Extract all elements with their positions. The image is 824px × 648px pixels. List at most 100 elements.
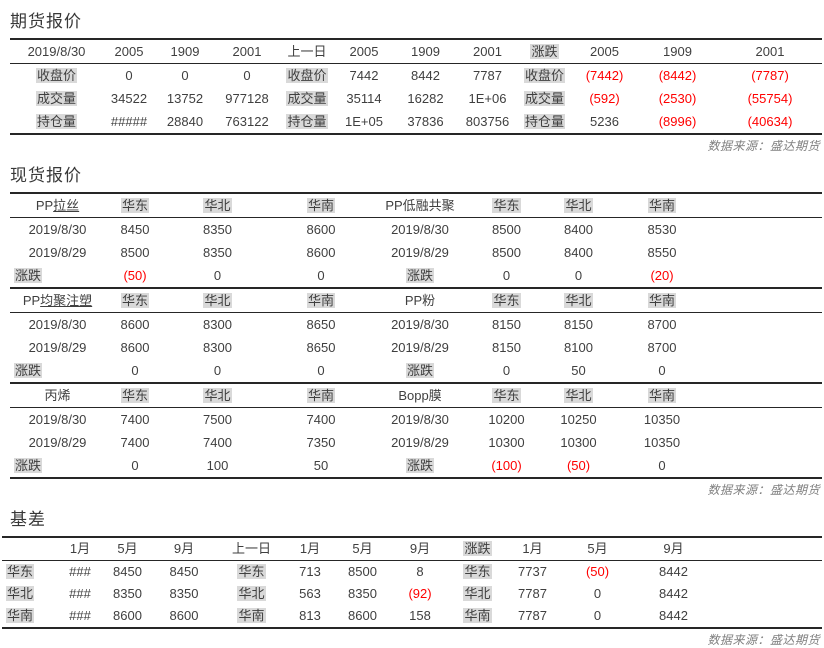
data-cell: 37836 [407,114,444,129]
header-cell: PP低融共聚 [372,193,468,218]
row-label-cell: 华南 [2,605,55,628]
data-cell: 803756 [465,114,510,129]
data-cell: 8442 [411,68,440,83]
data-cell: 8150 [564,317,593,332]
header-cell: 华北 [545,193,612,218]
highlighted-label: 华东 [6,564,35,579]
table-row: 2019/8/30 7400 7500 7400 2019/8/30 10200 10250… [10,408,822,432]
data-cell: 8500 [120,245,150,260]
highlighted-label: 涨跌 [530,44,559,59]
spot-group-header-row: 丙烯 华东 华北 华南 Bopp膜 华东 华北 华南 [10,382,822,408]
spot-group-header-row: PP拉丝 华东 华北 华南 PP低融共聚 华东 华北 华南 [10,193,822,218]
row-label-cell: 涨跌 [372,264,468,288]
filler-cell [712,583,822,605]
table-row: 涨跌 (50) 0 0 涨跌 0 0 (20) [10,264,822,288]
data-cell: (8442) [658,68,697,83]
data-cell: 8550 [647,245,677,260]
header-cell: Bopp膜 [372,382,468,408]
data-cell: 0 [658,458,666,473]
data-cell: (50) [566,458,591,473]
data-cell: 7787 [518,608,547,623]
data-cell: 2019/8/30 [391,317,449,332]
data-cell: 8400 [564,245,593,260]
highlighted-label: 收盘价 [286,68,328,83]
data-cell: 8350 [348,586,377,601]
highlighted-label: 成交量 [286,91,328,106]
highlighted-label: 华南 [306,293,335,308]
table-row: 2019/8/29 8500 8350 8600 2019/8/29 8500 8400 85… [10,241,822,264]
highlighted-label: 华北 [564,388,593,403]
highlighted-label: 华南 [237,608,266,623]
row-label-cell: 收盘价 [517,64,572,88]
row-label-cell: 涨跌 [372,454,468,478]
data-cell: 10250 [560,412,597,427]
row-label-cell: 华北 [450,583,505,605]
data-cell: 8442 [659,586,688,601]
filler-cell [712,359,822,383]
table-row: 2019/8/30 8450 8350 8600 2019/8/30 8500 8400 85… [10,218,822,242]
highlighted-label: 持仓量 [35,114,77,129]
data-cell: 813 [299,608,321,623]
header-cell: 华南 [612,193,712,218]
row-label-cell: 华北 [218,583,285,605]
data-cell: 50 [313,458,329,473]
data-cell: 1E+05 [345,114,383,129]
filler-cell [712,287,822,313]
highlighted-label: 华南 [306,388,335,403]
data-cell: 8600 [306,222,336,237]
data-cell: 0 [317,268,325,283]
data-cell: 7500 [203,412,232,427]
filler-cell [712,454,822,478]
header-cell [2,537,55,561]
highlighted-label: 涨跌 [405,268,434,283]
header-cell: 华东 [468,193,545,218]
filler-cell [712,561,822,584]
header-cell: 华北 [165,193,270,218]
highlighted-label: 收盘价 [35,68,77,83]
data-cell: 2019/8/29 [28,340,87,355]
spot-section: 现货报价 PP拉丝 华东 华北 华南 PP低融共聚 华东 华北 华南 2019/8/30 8450… [0,161,824,498]
data-cell: 8442 [659,564,688,579]
data-cell: 2019/8/29 [391,435,449,450]
data-cell: (50) [585,564,610,579]
data-cell: 0 [131,363,139,378]
header-cell: 5月 [560,537,635,561]
filler-cell [712,241,822,264]
row-label-cell: 收盘价 [10,64,103,88]
futures-section-title: 期货报价 [10,12,82,31]
data-cell: 2019/8/30 [391,222,449,237]
table-row: 涨跌 0 100 50 涨跌 (100) (50) 0 [10,454,822,478]
row-label-cell: 华东 [2,561,55,584]
row-label-cell: 成交量 [517,87,572,110]
data-cell: 8100 [564,340,593,355]
data-cell: 977128 [225,91,269,106]
row-label-cell: 涨跌 [10,359,105,383]
header-cell: 9月 [390,537,450,561]
row-label-cell: 成交量 [279,87,335,110]
header-cell: 1月 [55,537,105,561]
header-cell: 5月 [335,537,390,561]
basis-table: 1月 5月 9月 上一日 1月 5月 9月 涨跌 1月 5月 9月 华东 ### 8450 8450 华东 71… [2,536,822,629]
data-cell: (592) [589,91,620,106]
data-source-note: 数据来源：盛达期货 [707,483,820,497]
table-row: 涨跌 0 0 0 涨跌 0 50 0 [10,359,822,383]
spot-table: PP拉丝 华东 华北 华南 PP低融共聚 华东 华北 华南 2019/8/30 8450 8350 8… [10,192,822,479]
data-cell: 8400 [564,222,593,237]
highlighted-label: 华东 [492,293,521,308]
data-cell: 763122 [225,114,269,129]
header-cell: 华北 [545,382,612,408]
highlighted-label: 华南 [647,293,676,308]
underlined-label: 均聚注塑 [40,293,93,308]
data-cell: 8500 [492,245,521,260]
data-cell: 0 [131,458,139,473]
data-cell: 7737 [518,564,547,579]
header-cell: 华南 [612,382,712,408]
highlighted-label: 华东 [120,198,149,213]
header-cell: 1909 [155,39,215,64]
data-cell: 7350 [306,435,336,450]
header-cell: PP均聚注塑 [10,287,105,313]
data-cell: 0 [593,586,602,601]
data-cell: 8450 [169,564,199,579]
data-cell: 7400 [120,435,150,450]
table-row: 收盘价 0 0 0 收盘价 7442 8442 7787 收盘价 (7442) (8442) (778… [10,64,822,88]
